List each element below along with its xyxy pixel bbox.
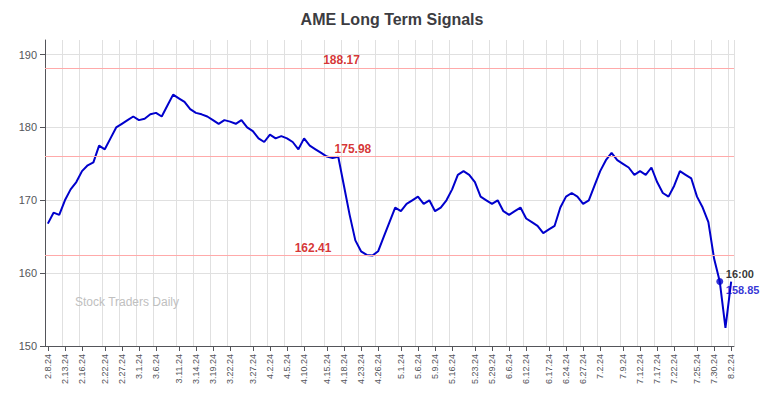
svg-text:6.12.24: 6.12.24 — [521, 354, 531, 384]
svg-text:158.85: 158.85 — [726, 284, 760, 296]
svg-text:6.24.24: 6.24.24 — [561, 354, 571, 384]
svg-text:7.30.24: 7.30.24 — [709, 354, 719, 384]
svg-text:16:00: 16:00 — [726, 268, 754, 280]
svg-text:150: 150 — [19, 340, 37, 352]
svg-text:7.17.24: 7.17.24 — [652, 354, 662, 384]
svg-text:5.16.24: 5.16.24 — [447, 354, 457, 384]
svg-text:188.17: 188.17 — [323, 53, 360, 67]
svg-text:5.23.24: 5.23.24 — [470, 354, 480, 384]
svg-text:6.6.24: 6.6.24 — [504, 354, 514, 379]
svg-text:7.12.24: 7.12.24 — [635, 354, 645, 384]
svg-text:4.5.24: 4.5.24 — [282, 354, 292, 379]
svg-text:5.29.24: 5.29.24 — [487, 354, 497, 384]
svg-text:4.23.24: 4.23.24 — [356, 354, 366, 384]
svg-text:7.22.24: 7.22.24 — [669, 354, 679, 384]
svg-text:4.2.24: 4.2.24 — [265, 354, 275, 379]
svg-text:3.1.24: 3.1.24 — [134, 354, 144, 379]
svg-text:3.14.24: 3.14.24 — [191, 354, 201, 384]
svg-text:175.98: 175.98 — [335, 142, 372, 156]
svg-text:AME Long Term Signals: AME Long Term Signals — [301, 11, 484, 28]
svg-text:180: 180 — [19, 121, 37, 133]
svg-text:3.6.24: 3.6.24 — [151, 354, 161, 379]
svg-text:2.13.24: 2.13.24 — [60, 354, 70, 384]
svg-text:6.17.24: 6.17.24 — [544, 354, 554, 384]
svg-text:3.19.24: 3.19.24 — [208, 354, 218, 384]
svg-text:7.9.24: 7.9.24 — [618, 354, 628, 379]
svg-text:8.2.24: 8.2.24 — [726, 354, 736, 379]
svg-text:4.26.24: 4.26.24 — [373, 354, 383, 384]
svg-text:2.27.24: 2.27.24 — [117, 354, 127, 384]
svg-text:2.22.24: 2.22.24 — [100, 354, 110, 384]
svg-text:4.15.24: 4.15.24 — [322, 354, 332, 384]
svg-text:Stock Traders Daily: Stock Traders Daily — [75, 295, 179, 309]
svg-text:7.25.24: 7.25.24 — [692, 354, 702, 384]
svg-text:5.1.24: 5.1.24 — [396, 354, 406, 379]
svg-text:3.22.24: 3.22.24 — [225, 354, 235, 384]
svg-text:4.10.24: 4.10.24 — [299, 354, 309, 384]
svg-text:6.27.24: 6.27.24 — [578, 354, 588, 384]
svg-text:170: 170 — [19, 194, 37, 206]
svg-text:5.9.24: 5.9.24 — [430, 354, 440, 379]
svg-text:7.2.24: 7.2.24 — [595, 354, 605, 379]
svg-text:2.8.24: 2.8.24 — [43, 354, 53, 379]
svg-text:162.41: 162.41 — [295, 241, 332, 255]
svg-text:4.18.24: 4.18.24 — [339, 354, 349, 384]
svg-text:2.16.24: 2.16.24 — [77, 354, 87, 384]
svg-text:190: 190 — [19, 49, 37, 61]
svg-text:3.11.24: 3.11.24 — [174, 354, 184, 383]
svg-text:5.6.24: 5.6.24 — [413, 354, 423, 379]
svg-text:160: 160 — [19, 267, 37, 279]
svg-text:3.27.24: 3.27.24 — [248, 354, 258, 384]
